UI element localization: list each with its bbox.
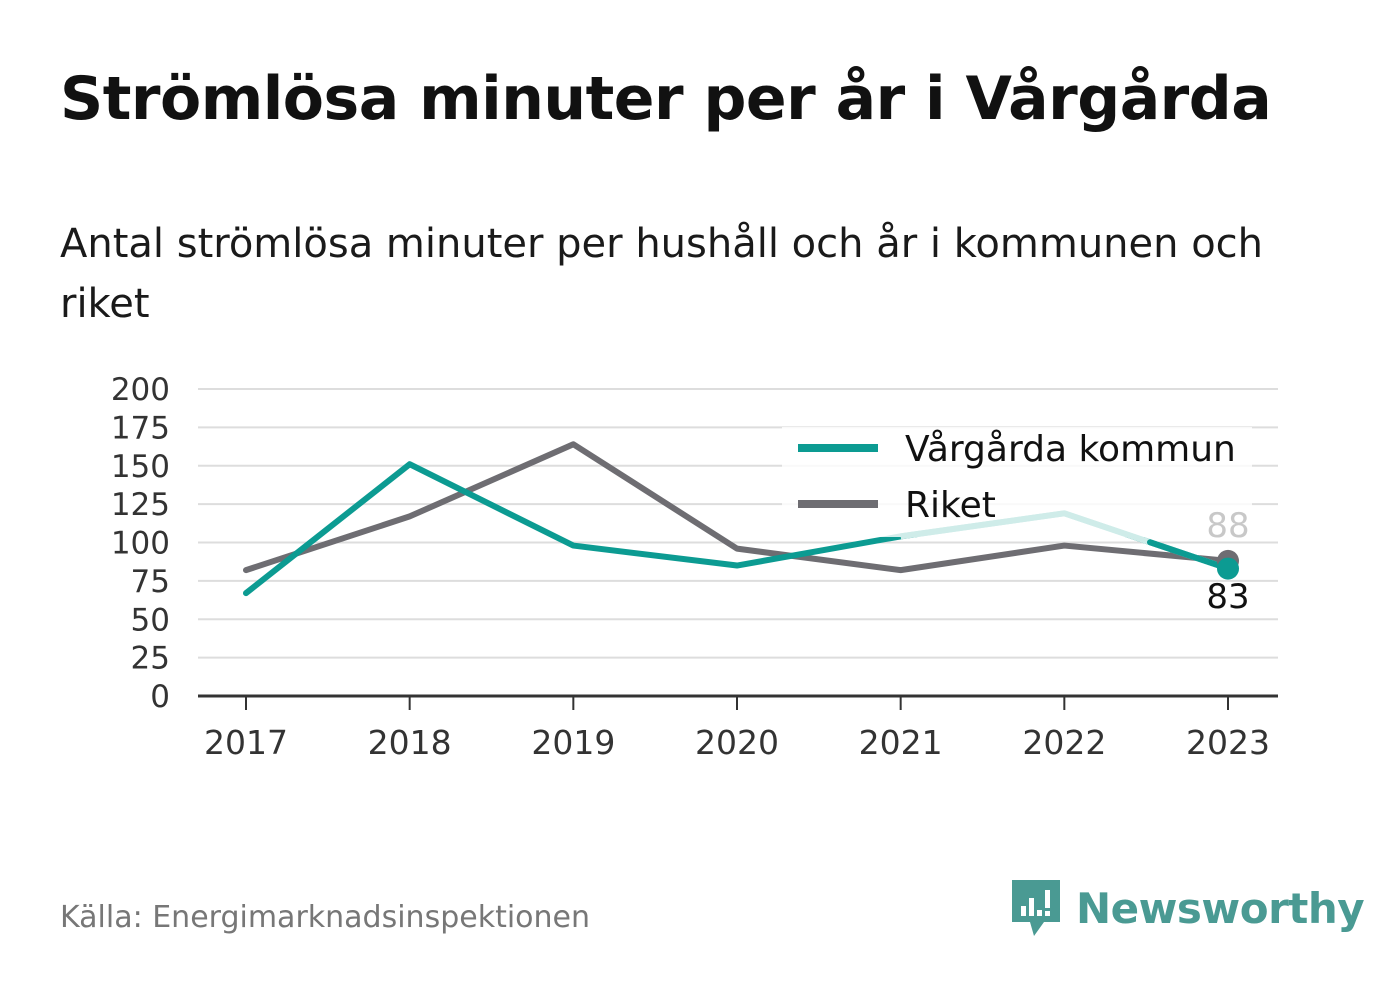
brand-name: Newsworthy	[1076, 883, 1365, 933]
newsworthy-logo: Newsworthy	[1010, 878, 1365, 938]
x-tick-label: 2022	[1022, 723, 1106, 762]
y-tick-label: 100	[111, 526, 170, 562]
legend-label-riket: Riket	[905, 485, 996, 526]
x-tick-label: 2021	[859, 723, 943, 762]
source-note: Källa: Energimarknadsinspektionen	[60, 900, 591, 935]
y-tick-label: 200	[111, 372, 170, 408]
x-tick-label: 2018	[368, 723, 452, 762]
series-line-riket	[243, 441, 1231, 574]
chart-title: Strömlösa minuter per år i Vårgårda	[60, 64, 1272, 134]
legend-label-vargarda-kommun: Vårgårda kommun	[905, 429, 1236, 470]
y-tick-label: 150	[111, 449, 170, 485]
series-line-vargarda-kommun-end	[1147, 539, 1231, 572]
y-tick-label: 50	[131, 602, 170, 638]
x-tick-label: 2019	[531, 723, 615, 762]
x-tick-label: 2017	[204, 723, 288, 762]
end-label-vargarda-kommun: 83	[1206, 577, 1249, 617]
x-tick-label: 2020	[695, 723, 779, 762]
y-tick-label: 0	[150, 679, 170, 715]
end-label-riket: 88	[1206, 506, 1249, 546]
chart-subtitle: Antal strömlösa minuter per hushåll och …	[60, 221, 1264, 327]
y-tick-label: 75	[131, 564, 170, 600]
newsworthy-logo-icon	[1012, 880, 1060, 936]
y-tick-label: 125	[111, 487, 170, 523]
y-tick-label: 25	[131, 641, 170, 677]
end-marker-vargarda-kommun	[1217, 557, 1239, 580]
x-tick-label: 2023	[1186, 723, 1270, 762]
y-tick-label: 175	[111, 410, 170, 446]
